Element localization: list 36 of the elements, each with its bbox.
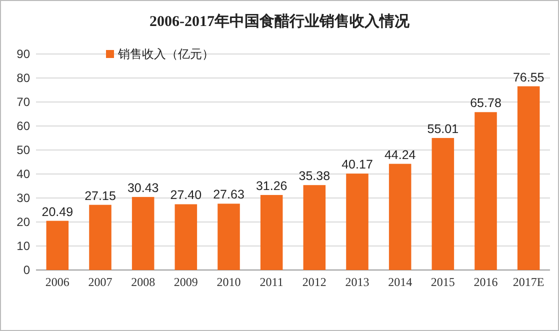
x-tick-label: 2015	[430, 275, 455, 289]
data-label: 76.55	[512, 70, 544, 84]
x-tick-label: 2008	[131, 275, 156, 289]
ytick: 30	[16, 191, 30, 205]
x-tick-label: 2016	[474, 275, 498, 289]
x-tick-label: 2010	[216, 275, 241, 289]
data-label: 35.38	[298, 169, 330, 184]
data-label: 31.26	[256, 178, 288, 193]
chart-title: 2006-2017年中国食醋行业销售收入情况	[150, 13, 410, 30]
x-tick-label: 2011	[260, 275, 284, 289]
data-label: 27.63	[213, 188, 244, 202]
ytick: 10	[16, 239, 30, 253]
ytick: 40	[16, 167, 30, 181]
data-label: 44.24	[384, 148, 416, 162]
x-tick-label: 2013	[345, 275, 370, 289]
ytick: 80	[16, 71, 30, 85]
data-label: 27.15	[84, 188, 116, 203]
x-tick-label: 2006	[45, 275, 70, 289]
ytick: 70	[16, 95, 30, 109]
x-tick-label: 2009	[174, 275, 198, 289]
data-label: 40.17	[342, 158, 373, 172]
x-tick-label: 2014	[388, 275, 412, 289]
x-tick-label: 2017E	[512, 275, 544, 289]
ytick: 20	[16, 215, 30, 229]
x-tick-label: 2007	[88, 275, 112, 289]
data-label: 20.49	[42, 204, 74, 219]
data-label: 30.43	[127, 180, 159, 195]
ytick: 60	[16, 119, 30, 133]
legend-label: 销售收入（亿元）	[117, 47, 214, 61]
ytick: 90	[16, 47, 30, 61]
data-label: 27.40	[170, 188, 202, 202]
data-label: 65.78	[470, 96, 502, 110]
data-label: 55.01	[427, 122, 459, 136]
x-tick-label: 2012	[302, 275, 326, 289]
ytick: 0	[23, 263, 30, 277]
ytick: 50	[16, 143, 30, 157]
